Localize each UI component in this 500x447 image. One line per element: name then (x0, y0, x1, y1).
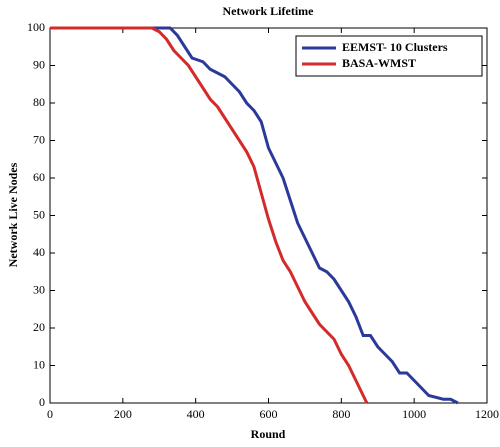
y-axis-label: Network Live Nodes (6, 162, 20, 267)
y-tick-label: 10 (33, 357, 45, 371)
x-tick-label: 1200 (475, 407, 499, 421)
x-tick-label: 0 (47, 407, 53, 421)
x-tick-label: 400 (187, 407, 205, 421)
y-tick-label: 30 (33, 282, 45, 296)
legend-label: BASA-WMST (342, 56, 416, 70)
y-tick-label: 70 (33, 132, 45, 146)
y-tick-label: 50 (33, 207, 45, 221)
legend-label: EEMST- 10 Clusters (342, 40, 448, 54)
data-line (50, 26, 369, 404)
x-axis-label: Round (251, 427, 286, 441)
y-tick-label: 0 (39, 395, 45, 409)
y-tick-label: 20 (33, 320, 45, 334)
x-tick-label: 800 (332, 407, 350, 421)
legend-box (295, 35, 483, 77)
chart-title: Network Lifetime (223, 4, 315, 18)
x-tick-label: 200 (114, 407, 132, 421)
x-tick-label: 1000 (402, 407, 426, 421)
data-line (50, 26, 459, 405)
y-tick-label: 60 (33, 170, 45, 184)
y-tick-label: 100 (27, 20, 45, 34)
y-tick-label: 80 (33, 95, 45, 109)
x-tick-label: 600 (260, 407, 278, 421)
y-tick-label: 90 (33, 57, 45, 71)
y-tick-label: 40 (33, 245, 45, 259)
